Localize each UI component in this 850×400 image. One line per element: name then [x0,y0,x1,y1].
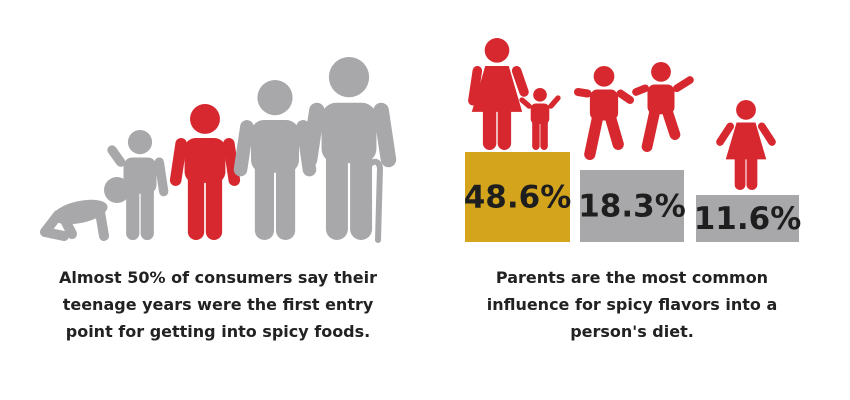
caption-line: point for getting into spicy foods. [66,322,370,341]
right-caption: Parents are the most common influence for… [487,268,778,341]
torso [321,102,377,164]
person-icon [169,104,241,240]
limb [57,209,77,239]
arm [169,137,187,186]
head [328,57,370,98]
arm [519,97,532,109]
head [651,62,671,82]
head [593,66,615,87]
arm [574,88,592,98]
head [257,80,293,116]
caption-line: person's diet. [570,322,694,341]
person-icon [107,130,169,240]
arm [616,89,634,104]
arm [672,76,694,93]
caption-line: Parents are the most common [496,268,768,287]
head [533,88,547,102]
crawling-baby-icon [40,177,130,241]
leg [661,104,681,141]
head [127,130,153,155]
arm [468,66,483,106]
percent-label: 11.6% [694,201,802,237]
cane [367,158,384,243]
caption-line: teenage years were the first entry [63,295,374,314]
person-icon [574,66,634,161]
limb [40,227,69,241]
percent-label: 18.3% [578,189,686,225]
limb [95,207,109,241]
arm [233,120,254,177]
person-icon [519,88,561,150]
person-icon [233,80,317,240]
arm [632,84,650,96]
caption-line: Almost 50% of consumers say their [59,268,377,287]
arm [511,66,529,97]
arm [223,137,241,186]
podium-block [696,195,799,242]
percent-label: 48.6% [464,180,572,216]
person-icon [716,100,776,191]
arm [301,102,325,168]
person-icon [468,38,529,150]
head [484,38,510,63]
podium-block [580,170,684,242]
caption-line: influence for spicy flavors into a [487,295,778,314]
person-icon [632,62,694,153]
head [736,100,756,120]
left-caption: Almost 50% of consumers say their teenage… [59,268,377,341]
leg [584,110,604,161]
arm [154,157,169,197]
arm [716,122,735,146]
podium-block [465,152,570,242]
arm [548,95,561,109]
arm [107,145,126,167]
arm [373,102,397,168]
leg [604,110,624,151]
arm [757,122,776,146]
person-icon [301,57,397,241]
leg [641,104,661,153]
head [190,104,220,134]
